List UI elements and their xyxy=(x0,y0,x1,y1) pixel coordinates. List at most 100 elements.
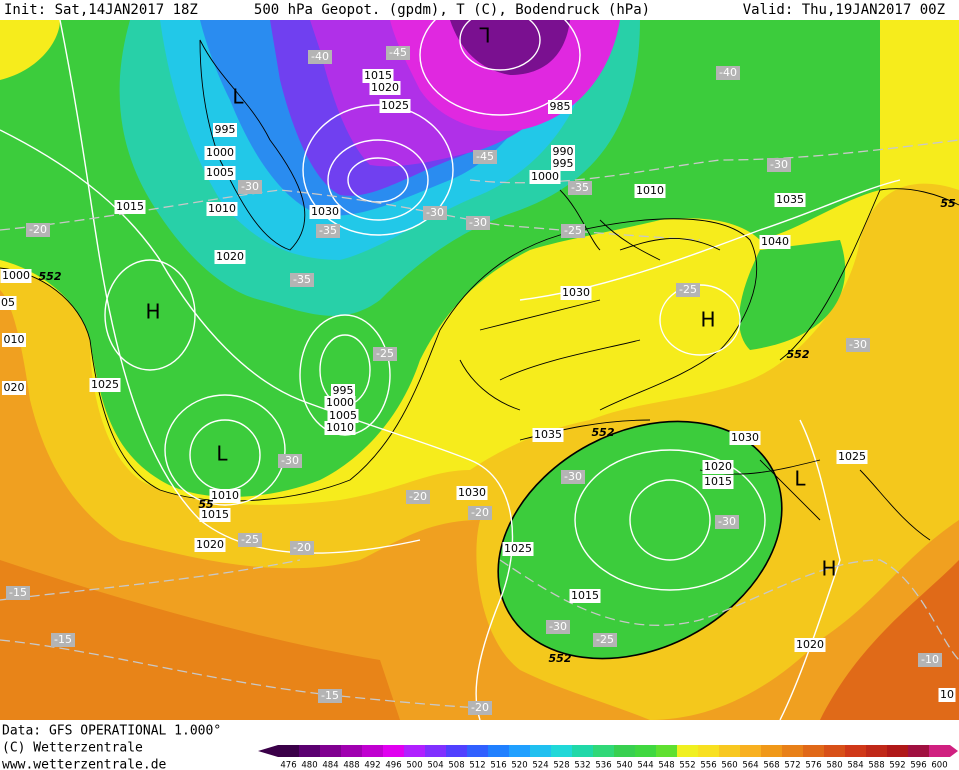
colorbar-tick-label: 524 xyxy=(532,761,548,770)
pressure-label: 1010 xyxy=(208,202,236,215)
552-contour xyxy=(89,218,758,502)
temperature-label-box xyxy=(568,181,592,195)
temperature-label-box xyxy=(546,620,570,634)
colorbar-swatch xyxy=(866,745,887,757)
height-label: 552 xyxy=(39,270,62,283)
isobar xyxy=(629,479,711,561)
colorbar-swatch xyxy=(341,745,362,757)
pressure-label: 1005 xyxy=(206,166,234,179)
colorbar-tick-label: 584 xyxy=(847,761,863,770)
pressure-label-box xyxy=(369,81,401,95)
colorbar-tick-label: 556 xyxy=(700,761,716,770)
pressure-label-box xyxy=(324,396,356,410)
temperature-label: -30 xyxy=(549,620,567,633)
colorbar-swatch xyxy=(782,745,803,757)
website: www.wetterzentrale.de xyxy=(2,758,167,770)
temperature-label: -25 xyxy=(564,224,582,237)
colorbar-swatch xyxy=(551,745,572,757)
isobar xyxy=(459,20,541,71)
colorbar-swatch xyxy=(761,745,782,757)
pressure-label: 1010 xyxy=(326,421,354,434)
pressure-label: 985 xyxy=(550,100,571,113)
pressure-label: 1025 xyxy=(504,542,532,555)
pressure-label-box xyxy=(209,489,241,503)
isobar xyxy=(0,129,514,720)
pressure-label: 995 xyxy=(333,384,354,397)
temperature-label-box xyxy=(918,653,942,667)
temperature-label-box xyxy=(468,506,492,520)
colorbar-tick-label: 544 xyxy=(637,761,653,770)
temperature-label-box xyxy=(51,633,75,647)
pressure-label-box xyxy=(702,460,734,474)
valid-time: Valid: Thu,19JAN2017 00Z xyxy=(743,2,945,18)
colorbar-swatch xyxy=(278,745,299,757)
pressure-label-box xyxy=(502,542,534,556)
pressure-label: 1015 xyxy=(571,589,599,602)
pressure-label-box xyxy=(213,123,237,137)
temperature-label: -30 xyxy=(241,180,259,193)
pressure-label-box xyxy=(327,409,359,423)
colorbar-swatch xyxy=(698,745,719,757)
isobar xyxy=(419,20,581,116)
pressure-label-box xyxy=(0,269,32,283)
temperature-label: -45 xyxy=(389,46,407,59)
colorbar-swatch xyxy=(299,745,320,757)
isobar xyxy=(574,449,766,591)
isobar xyxy=(164,394,286,506)
dark-orange-field xyxy=(820,560,959,720)
pressure-label-box xyxy=(560,286,592,300)
pressure-label-box xyxy=(194,538,226,552)
colorbar-tick-label: 540 xyxy=(616,761,632,770)
isobar xyxy=(327,139,429,221)
coastline xyxy=(459,238,821,475)
colorbar-tick-label: 492 xyxy=(364,761,380,770)
header-bar xyxy=(0,0,959,20)
yellow-corner xyxy=(0,20,60,80)
pressure-label-box xyxy=(206,202,238,216)
height-label: 552 xyxy=(549,652,572,665)
colorbar-swatch xyxy=(908,745,929,757)
temperature-label: -20 xyxy=(293,541,311,554)
colorbar-swatch xyxy=(467,745,488,757)
pressure-label-box xyxy=(774,193,806,207)
pressure-label-box xyxy=(548,100,572,114)
pressure-label: 1010 xyxy=(211,489,239,502)
temperature-label: -35 xyxy=(571,181,589,194)
colorbar-tick-label: 508 xyxy=(448,761,464,770)
dark-purple-region xyxy=(450,20,570,75)
colorbar-swatch xyxy=(677,745,698,757)
pressure-label-box xyxy=(569,589,601,603)
colorbar-tick-label: 500 xyxy=(406,761,422,770)
colorbar-swatch xyxy=(824,745,845,757)
pressure-label: 1035 xyxy=(776,193,804,206)
pressure-label-box xyxy=(309,205,341,219)
temperature-label-box xyxy=(238,533,262,547)
colorbar-tick-label: 484 xyxy=(322,761,338,770)
temperature-label-box xyxy=(318,689,342,703)
colorbar-tick-label: 504 xyxy=(427,761,443,770)
552-contour xyxy=(779,188,959,361)
colorbar-swatch xyxy=(845,745,866,757)
pressure-label: 995 xyxy=(553,157,574,170)
pressure-label-box xyxy=(379,99,411,113)
pressure-label-box xyxy=(938,688,956,702)
colorbar-tick-label: 576 xyxy=(805,761,821,770)
colorbar-tick-label: 532 xyxy=(574,761,590,770)
pressure-label: 1040 xyxy=(761,235,789,248)
temperature-label: -25 xyxy=(596,633,614,646)
temperature-label-box xyxy=(6,586,30,600)
temperature-label: -30 xyxy=(770,158,788,171)
pressure-label: 1015 xyxy=(201,508,229,521)
dark-orange-field xyxy=(0,560,400,720)
pressure-label-box xyxy=(2,381,26,395)
pressure-label: 1000 xyxy=(531,170,559,183)
coastline xyxy=(559,189,931,541)
colorbar-tick-label: 536 xyxy=(595,761,611,770)
temperature-label-box xyxy=(593,633,617,647)
temperature-label-box xyxy=(466,216,490,230)
temperature-label-box xyxy=(846,338,870,352)
temperature-label-box xyxy=(423,206,447,220)
temperature-label: -30 xyxy=(564,470,582,483)
colorbar-swatch xyxy=(803,745,824,757)
